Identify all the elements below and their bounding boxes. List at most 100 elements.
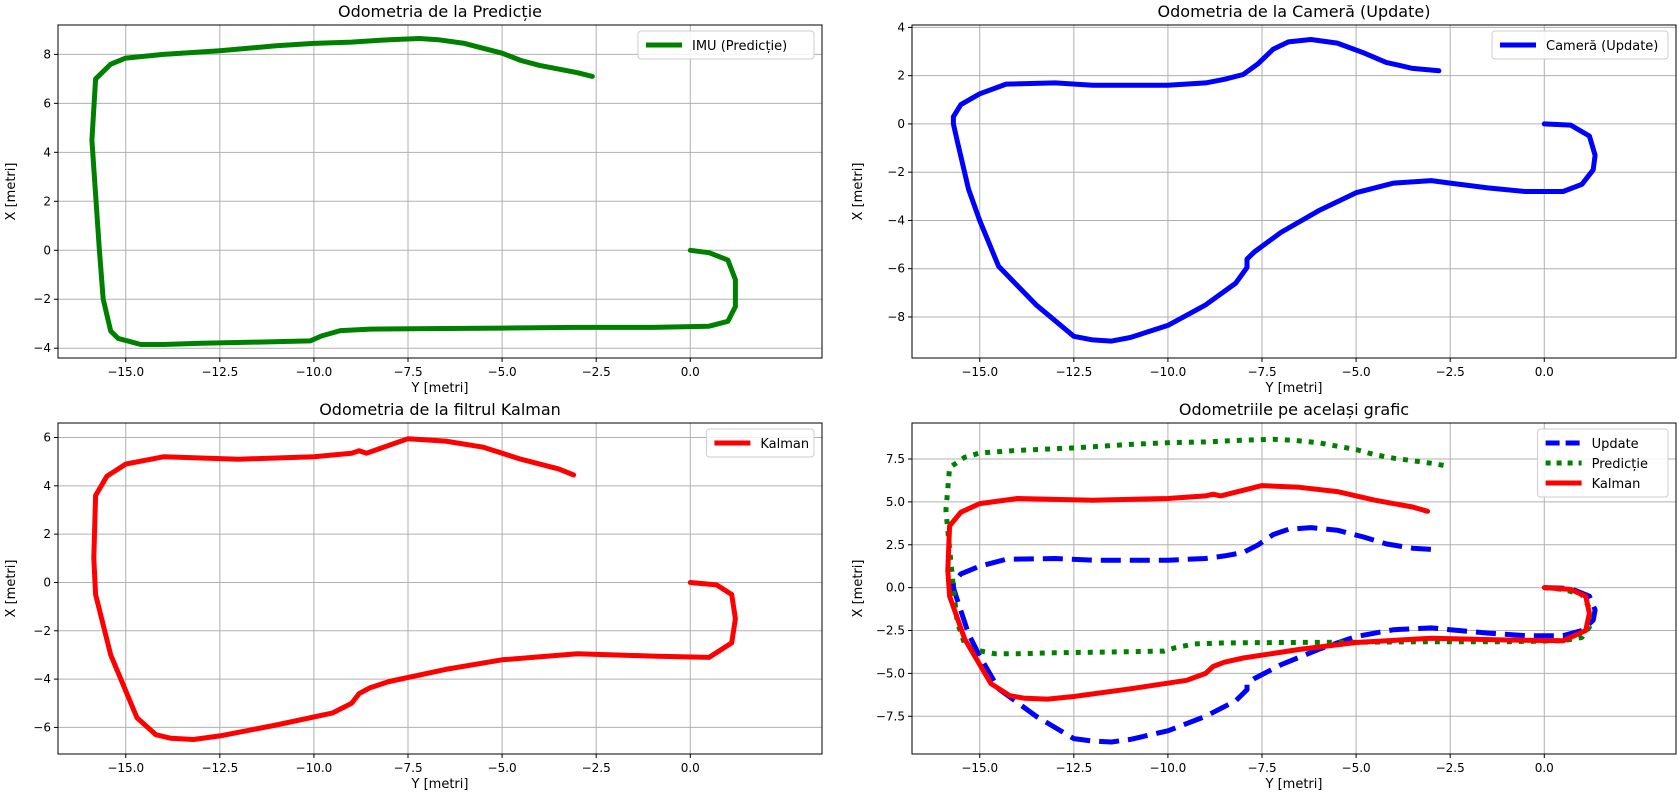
legend-frame bbox=[1537, 428, 1669, 498]
y-tick-label: −4 bbox=[33, 341, 51, 355]
y-tick-label: 6 bbox=[43, 430, 51, 444]
x-tick-label: −15.0 bbox=[107, 761, 144, 775]
y-tick-label: −6 bbox=[887, 262, 905, 276]
x-tick-label: −2.5 bbox=[1436, 365, 1465, 379]
x-tick-label: −2.5 bbox=[1436, 761, 1465, 775]
y-tick-label: −5.0 bbox=[876, 666, 905, 680]
x-tick-label: −10.0 bbox=[296, 365, 333, 379]
x-tick-label: −12.5 bbox=[201, 365, 238, 379]
x-tick-label: 0.0 bbox=[1535, 761, 1554, 775]
y-axis-label: X [metri] bbox=[4, 560, 19, 618]
x-tick-label: −5.0 bbox=[1342, 365, 1371, 379]
y-tick-label: −6 bbox=[33, 720, 51, 734]
x-tick-label: −2.5 bbox=[582, 761, 611, 775]
plot-frame bbox=[911, 422, 1677, 755]
series-group bbox=[943, 436, 1598, 745]
y-axis-label: X [metri] bbox=[4, 163, 19, 221]
x-tick-label: −10.0 bbox=[1150, 761, 1187, 775]
chart-2: −15.0 −12.5 −10.0 −7.5 −5.0 −2.5 0.0 −8 −6 −4 −2 0 2… bbox=[851, 2, 1677, 396]
x-tick-label: −7.5 bbox=[393, 365, 422, 379]
series-line-kalman bbox=[91, 436, 738, 742]
x-tick-label: −5.0 bbox=[488, 365, 517, 379]
plot-frame bbox=[57, 24, 823, 359]
y-tick-label: 4 bbox=[43, 145, 51, 159]
legend-label: IMU (Predicție) bbox=[692, 39, 787, 54]
legend-frame bbox=[705, 428, 815, 458]
series-line-kalman bbox=[945, 483, 1592, 702]
x-axis-label: Y [metri] bbox=[1265, 381, 1323, 396]
x-tick-label: −7.5 bbox=[393, 761, 422, 775]
x-tick-label: −10.0 bbox=[1150, 365, 1187, 379]
x-tick-label: 0.0 bbox=[1535, 365, 1554, 379]
x-tick-label: −12.5 bbox=[201, 761, 238, 775]
x-tick-label: −15.0 bbox=[107, 365, 144, 379]
legend-label: Kalman bbox=[1592, 477, 1641, 492]
y-tick-label: −7.5 bbox=[876, 709, 905, 723]
series-group bbox=[91, 436, 738, 742]
y-tick-label: 2.5 bbox=[886, 538, 905, 552]
y-tick-label: 7.5 bbox=[886, 452, 905, 466]
y-tick-label: 0 bbox=[43, 575, 51, 589]
series-line-imu-predic-ie- bbox=[89, 36, 738, 347]
x-tick-label: −7.5 bbox=[1247, 365, 1276, 379]
y-axis-label: X [metri] bbox=[851, 163, 866, 221]
x-axis-label: Y [metri] bbox=[411, 777, 469, 792]
y-tick-label: 4 bbox=[43, 479, 51, 493]
legend: IMU (Predicție) bbox=[637, 30, 815, 60]
y-tick-label: −4 bbox=[887, 213, 905, 227]
x-tick-label: −10.0 bbox=[296, 761, 333, 775]
chart-title: Odometria de la Predicție bbox=[338, 2, 542, 21]
chart-title: Odometria de la Cameră (Update) bbox=[1158, 2, 1431, 21]
legend: Update Predicție Kalman bbox=[1537, 428, 1669, 498]
legend-frame bbox=[1491, 30, 1669, 60]
legend-label: Cameră (Update) bbox=[1546, 39, 1658, 54]
y-tick-label: 0.0 bbox=[886, 581, 905, 595]
y-tick-label: 8 bbox=[43, 47, 51, 61]
x-tick-label: −12.5 bbox=[1055, 761, 1092, 775]
chart-4: −15.0 −12.5 −10.0 −7.5 −5.0 −2.5 0.0 −7.5 −5.0 −2… bbox=[851, 400, 1677, 792]
x-tick-label: −5.0 bbox=[488, 761, 517, 775]
y-tick-label: −8 bbox=[887, 310, 905, 324]
series-group bbox=[950, 37, 1598, 344]
series-line-predic-ie bbox=[943, 436, 1592, 657]
y-tick-label: −2 bbox=[33, 292, 51, 306]
y-tick-label: 0 bbox=[897, 117, 905, 131]
x-tick-label: −2.5 bbox=[582, 365, 611, 379]
legend-label: Update bbox=[1592, 437, 1639, 452]
series-line-update bbox=[950, 525, 1598, 745]
x-tick-label: −15.0 bbox=[961, 365, 998, 379]
legend-label: Predicție bbox=[1592, 457, 1648, 472]
y-tick-label: −2 bbox=[33, 624, 51, 638]
plot-frame bbox=[57, 422, 823, 755]
y-tick-label: 2 bbox=[43, 194, 51, 208]
legend-label: Kalman bbox=[760, 437, 809, 452]
y-tick-label: 2 bbox=[43, 527, 51, 541]
y-tick-label: 5.0 bbox=[886, 495, 905, 509]
legend: Kalman bbox=[705, 428, 815, 458]
x-tick-label: −15.0 bbox=[961, 761, 998, 775]
chart-title: Odometriile pe același grafic bbox=[1179, 400, 1409, 419]
legend-frame bbox=[637, 30, 815, 60]
x-tick-label: −12.5 bbox=[1055, 365, 1092, 379]
y-tick-label: −4 bbox=[33, 672, 51, 686]
y-tick-label: 6 bbox=[43, 96, 51, 110]
grid bbox=[58, 423, 822, 754]
x-axis-label: Y [metri] bbox=[1265, 777, 1323, 792]
x-axis-label: Y [metri] bbox=[411, 381, 469, 396]
chart-3: −15.0 −12.5 −10.0 −7.5 −5.0 −2.5 0.0 −6 −4 −2 0 2 4 6… bbox=[4, 400, 823, 792]
series-line-camer-update- bbox=[950, 37, 1598, 344]
grid bbox=[912, 25, 1676, 358]
chart-1: −15.0 −12.5 −10.0 −7.5 −5.0 −2.5 0.0 −4 −2 0 2 4 6 8 O… bbox=[4, 2, 823, 396]
y-tick-label: 4 bbox=[897, 20, 905, 34]
plot-frame bbox=[911, 24, 1677, 359]
x-tick-label: 0.0 bbox=[681, 365, 700, 379]
legend: Cameră (Update) bbox=[1491, 30, 1669, 60]
x-tick-label: −5.0 bbox=[1342, 761, 1371, 775]
series-group bbox=[89, 36, 738, 347]
x-tick-label: 0.0 bbox=[681, 761, 700, 775]
y-tick-label: −2 bbox=[887, 165, 905, 179]
y-axis-label: X [metri] bbox=[851, 560, 866, 618]
x-tick-label: −7.5 bbox=[1247, 761, 1276, 775]
y-tick-label: −2.5 bbox=[876, 624, 905, 638]
